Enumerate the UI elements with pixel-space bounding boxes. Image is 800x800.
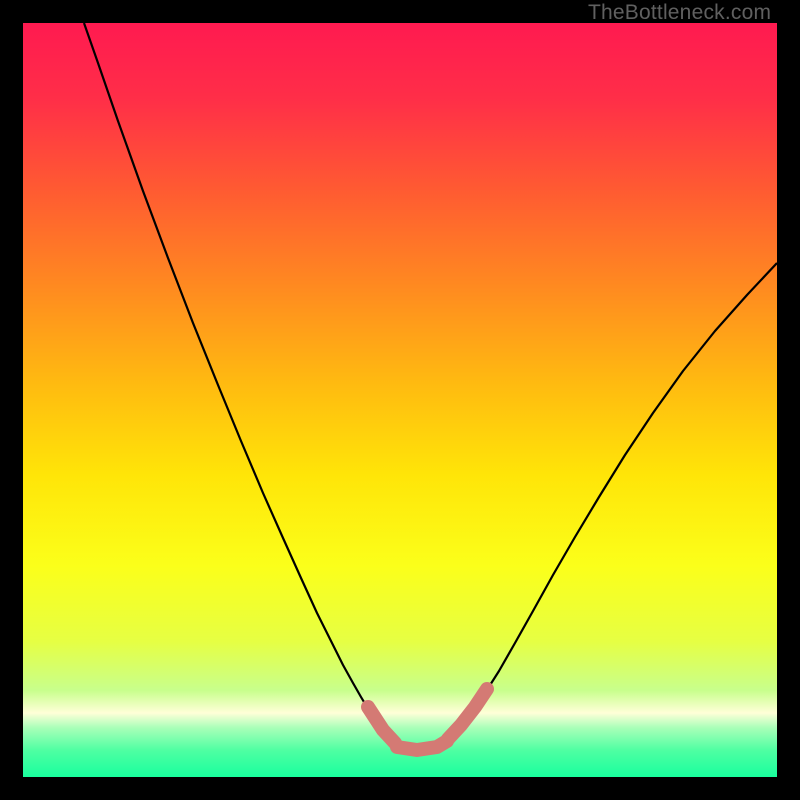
watermark-text: TheBottleneck.com (588, 1, 771, 25)
plot-area (23, 23, 777, 777)
chart-svg (23, 23, 777, 777)
